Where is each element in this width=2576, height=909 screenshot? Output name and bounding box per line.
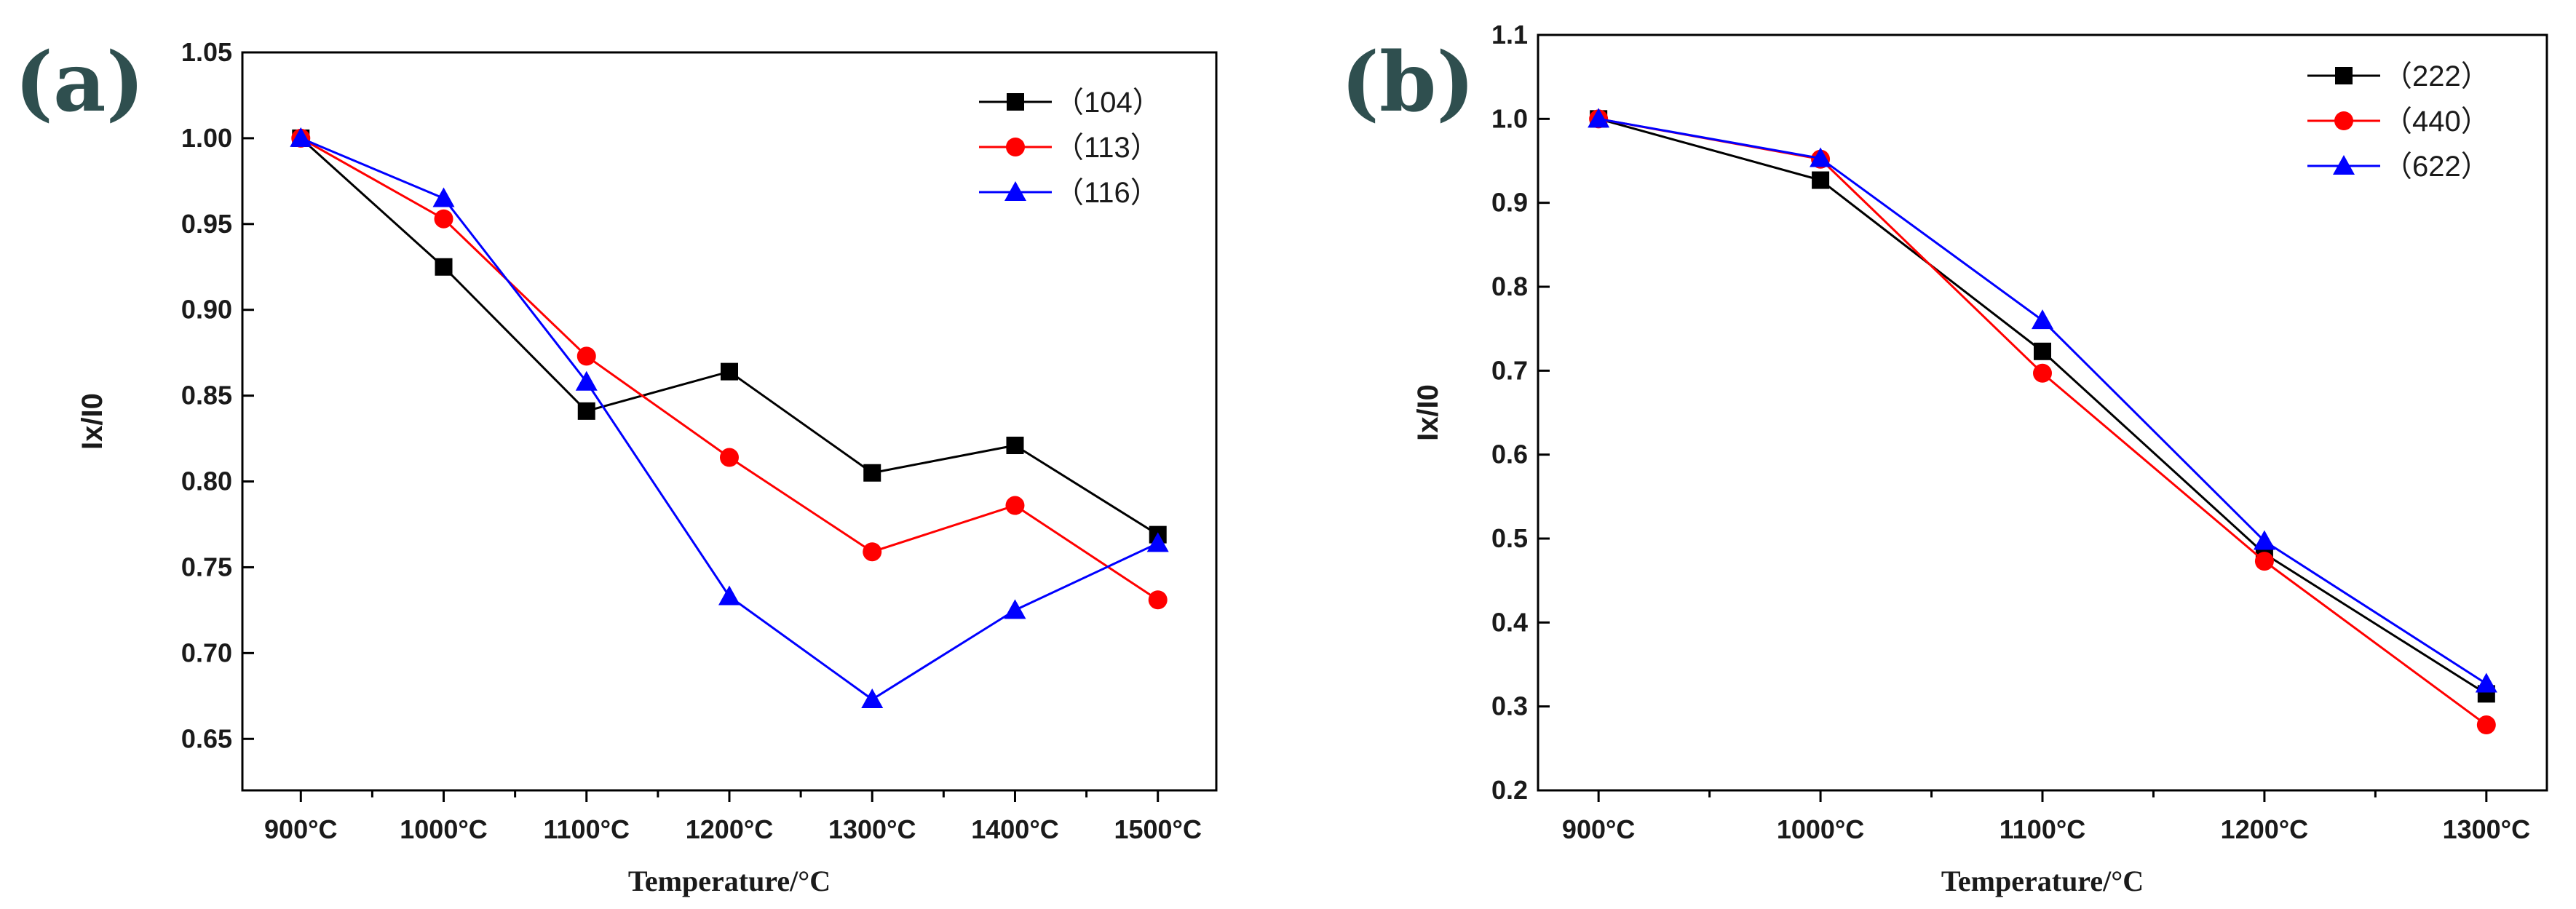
data-point: [1588, 108, 1610, 128]
legend-label: （222）: [2383, 60, 2490, 92]
y-tick-label: 0.3: [1491, 691, 1528, 721]
panel-label: (b): [1341, 35, 1475, 130]
series-3: [290, 127, 1169, 709]
x-tick-label: 1200°C: [2221, 814, 2308, 844]
y-axis-title: Ix/I0: [76, 393, 108, 450]
data-point: [1004, 599, 1026, 619]
x-tick-label: 1300°C: [2443, 814, 2530, 844]
x-tick-label: 900°C: [1562, 814, 1635, 844]
legend-marker: [1004, 181, 1026, 201]
y-tick-label: 0.7: [1491, 355, 1528, 385]
data-point: [576, 346, 596, 366]
data-point: [2034, 342, 2051, 360]
data-point: [2475, 672, 2497, 693]
legend-entry: （116）: [979, 177, 1160, 209]
data-point: [1146, 532, 1169, 552]
y-tick-label: 0.6: [1491, 440, 1528, 469]
legend-entry: （440）: [2307, 106, 2490, 138]
data-point: [434, 209, 453, 229]
x-tick-label: 900°C: [264, 814, 337, 844]
legend-entry: （622）: [2307, 151, 2490, 183]
y-tick-label: 1.00: [181, 123, 232, 153]
legend-marker: [2333, 155, 2355, 175]
legend-label: （622）: [2383, 151, 2490, 183]
data-point: [2032, 309, 2053, 330]
y-tick-label: 0.85: [181, 381, 232, 410]
data-point: [1810, 147, 1832, 167]
y-tick-label: 0.95: [181, 209, 232, 239]
x-tick-label: 1100°C: [2000, 814, 2086, 844]
legend-marker: [2334, 111, 2353, 130]
data-point: [432, 187, 455, 207]
data-point: [863, 542, 882, 562]
x-tick-label: 1300°C: [828, 814, 916, 844]
y-tick-label: 1.0: [1491, 103, 1528, 133]
legend-label: （104）: [1055, 87, 1162, 119]
legend-marker: [1006, 138, 1025, 156]
legend-entry: （104）: [979, 87, 1162, 119]
data-point: [861, 688, 884, 709]
chart-panel-a: (a) 0.65 0.70 0.75 0.80 0.85 0.90 0.95 1.00 1.05 9…: [15, 35, 1218, 897]
x-axis-title: Temperature/°C: [1941, 865, 2144, 897]
y-axis-title: Ix/I0: [1412, 384, 1444, 441]
data-point: [2253, 530, 2275, 550]
y-tick-label: 0.80: [181, 467, 232, 496]
data-point: [290, 127, 312, 147]
data-point: [1148, 590, 1168, 610]
data-point: [1006, 437, 1024, 455]
data-point: [435, 258, 453, 276]
y-tick-label: 0.2: [1491, 775, 1528, 805]
y-tick-label: 0.9: [1491, 188, 1528, 218]
legend-marker: [2335, 67, 2353, 84]
legend-label: （440）: [2383, 106, 2490, 138]
y-tick-label: 1.1: [1491, 20, 1528, 49]
legend-entry: （222）: [2307, 60, 2490, 92]
y-tick-label: 0.8: [1491, 271, 1528, 301]
data-point: [2476, 715, 2496, 735]
chart-panel-b: (b) 0.2 0.3 0.4 0.5 0.6 0.7 0.8 0.9 1.0 1.1 900°C 10…: [1341, 20, 2548, 897]
x-tick-label: 1000°C: [1777, 814, 1864, 844]
panel-label: (a): [15, 35, 145, 130]
y-tick-label: 1.05: [181, 37, 232, 67]
x-tick-label: 1100°C: [544, 814, 630, 844]
data-point: [720, 448, 739, 467]
y-tick-label: 0.5: [1491, 523, 1528, 553]
x-tick-label: 1500°C: [1114, 814, 1201, 844]
y-tick-label: 0.75: [181, 552, 232, 581]
data-point: [863, 464, 881, 482]
y-tick-label: 0.90: [181, 295, 232, 325]
legend-marker: [1007, 93, 1024, 111]
series-3: [1588, 108, 2497, 693]
data-point: [718, 585, 740, 606]
x-tick-label: 1400°C: [971, 814, 1058, 844]
y-tick-label: 0.70: [181, 638, 232, 667]
x-tick-label: 1000°C: [400, 814, 487, 844]
y-tick-label: 0.4: [1491, 607, 1528, 637]
data-point: [575, 370, 598, 391]
legend-label: （113）: [1055, 132, 1160, 164]
y-tick-label: 0.65: [181, 723, 232, 753]
legend-entry: （113）: [979, 132, 1160, 164]
data-point: [721, 362, 738, 381]
x-axis-title: Temperature/°C: [628, 865, 831, 897]
data-point: [1812, 171, 1830, 189]
data-point: [577, 402, 595, 420]
data-point: [2033, 363, 2052, 383]
legend-label: （116）: [1055, 177, 1160, 209]
data-point: [2254, 552, 2274, 571]
data-point: [1005, 496, 1025, 515]
x-tick-label: 1200°C: [686, 814, 773, 844]
